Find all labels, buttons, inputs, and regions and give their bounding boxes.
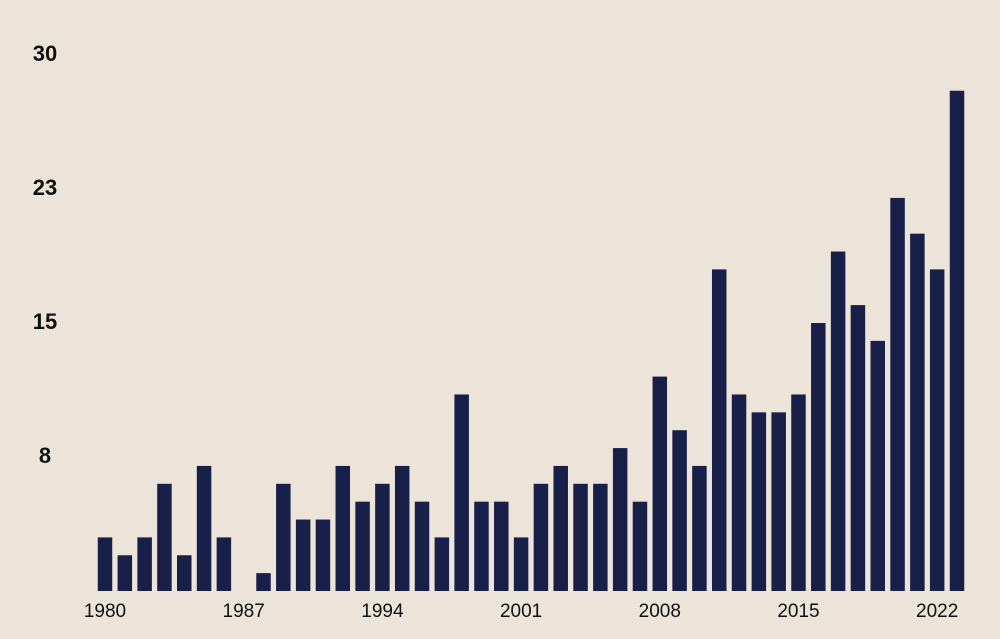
x-tick-label: 2001 [500, 601, 542, 622]
x-tick-label: 2022 [916, 601, 958, 622]
bar [216, 537, 232, 591]
bar [553, 465, 568, 591]
bar [910, 233, 925, 591]
bar [454, 394, 469, 591]
x-tick-label: 1987 [223, 601, 265, 622]
x-tick-label: 1994 [361, 601, 404, 622]
bar [731, 394, 747, 591]
bar [414, 501, 430, 591]
bar [276, 483, 291, 591]
bar [157, 483, 172, 591]
bar [573, 483, 588, 591]
bar [177, 555, 192, 591]
bar [751, 412, 767, 591]
bar [137, 537, 152, 591]
bar [929, 269, 945, 591]
bar [513, 537, 529, 591]
bar [870, 340, 885, 591]
bar [355, 501, 370, 591]
bar [890, 197, 905, 591]
bar [949, 90, 965, 591]
bar [791, 394, 806, 591]
bar [652, 376, 668, 591]
bar [593, 483, 608, 591]
bar [335, 465, 351, 591]
bar [295, 519, 311, 591]
bar [117, 555, 133, 591]
y-tick-label: 15 [33, 309, 57, 334]
x-tick-label: 2015 [777, 601, 819, 622]
bar [811, 323, 826, 591]
y-tick-label: 23 [33, 175, 57, 200]
bar [711, 269, 727, 591]
bar [533, 483, 549, 591]
bar [771, 412, 786, 591]
x-tick-label: 2008 [639, 601, 681, 622]
bar [672, 430, 687, 591]
y-tick-label: 8 [39, 443, 51, 468]
bar [612, 448, 628, 591]
bar [692, 465, 707, 591]
bar [632, 501, 648, 591]
bar [315, 519, 331, 591]
bar [394, 465, 410, 591]
bar [97, 537, 113, 591]
bar [375, 483, 390, 591]
bar [474, 501, 489, 591]
bar [256, 573, 271, 591]
y-tick-label: 30 [33, 41, 57, 66]
bar [196, 465, 212, 591]
bar [830, 251, 846, 592]
bar [494, 501, 509, 591]
bar [850, 305, 866, 591]
bar [434, 537, 450, 591]
x-tick-label: 1980 [84, 601, 126, 622]
